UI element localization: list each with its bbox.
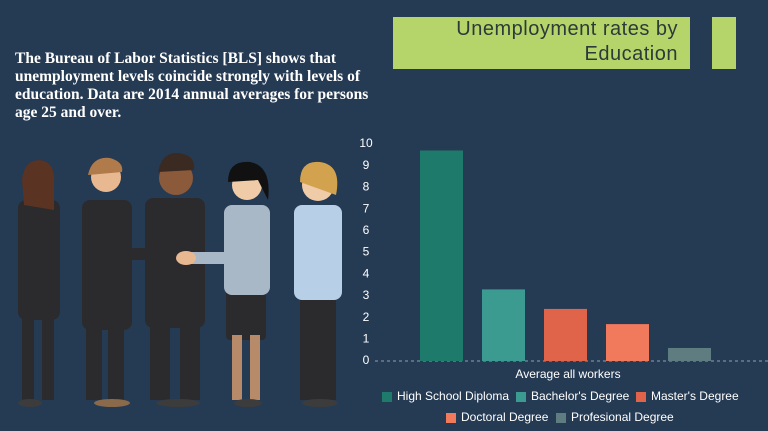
legend-swatch — [516, 392, 526, 402]
y-tick-label: 2 — [363, 310, 370, 324]
y-tick-label: 5 — [363, 245, 370, 259]
legend-label: High School Diploma — [397, 389, 509, 403]
bar — [606, 324, 649, 361]
y-tick-label: 10 — [359, 136, 373, 150]
x-tick-label: Average all workers — [515, 367, 620, 381]
y-tick-label: 8 — [363, 180, 370, 194]
legend-label: Profesional Degree — [571, 410, 674, 424]
intro-text: The Bureau of Labor Statistics [BLS] sho… — [15, 50, 369, 121]
y-tick-label: 1 — [363, 331, 370, 345]
title-tab — [712, 17, 736, 69]
y-tick-label: 7 — [363, 201, 370, 215]
y-tick-label: 3 — [363, 288, 370, 302]
chart-title: Unemployment rates by Education — [393, 17, 690, 69]
people-illustration — [18, 152, 342, 407]
legend-label: Doctoral Degree — [461, 410, 549, 424]
legend-swatch — [382, 392, 392, 402]
bar — [544, 308, 587, 361]
y-tick-label: 6 — [363, 223, 370, 237]
y-tick-label: 0 — [363, 353, 370, 367]
legend-label: Bachelor's Degree — [531, 389, 630, 403]
legend-label: Master's Degree — [651, 389, 739, 403]
legend-swatch — [446, 413, 456, 423]
bar — [482, 289, 525, 361]
bar — [668, 347, 711, 361]
bar — [420, 150, 463, 361]
legend-swatch — [636, 392, 646, 402]
legend-swatch — [556, 413, 566, 423]
y-tick-label: 9 — [363, 158, 370, 172]
y-tick-label: 4 — [363, 266, 370, 280]
